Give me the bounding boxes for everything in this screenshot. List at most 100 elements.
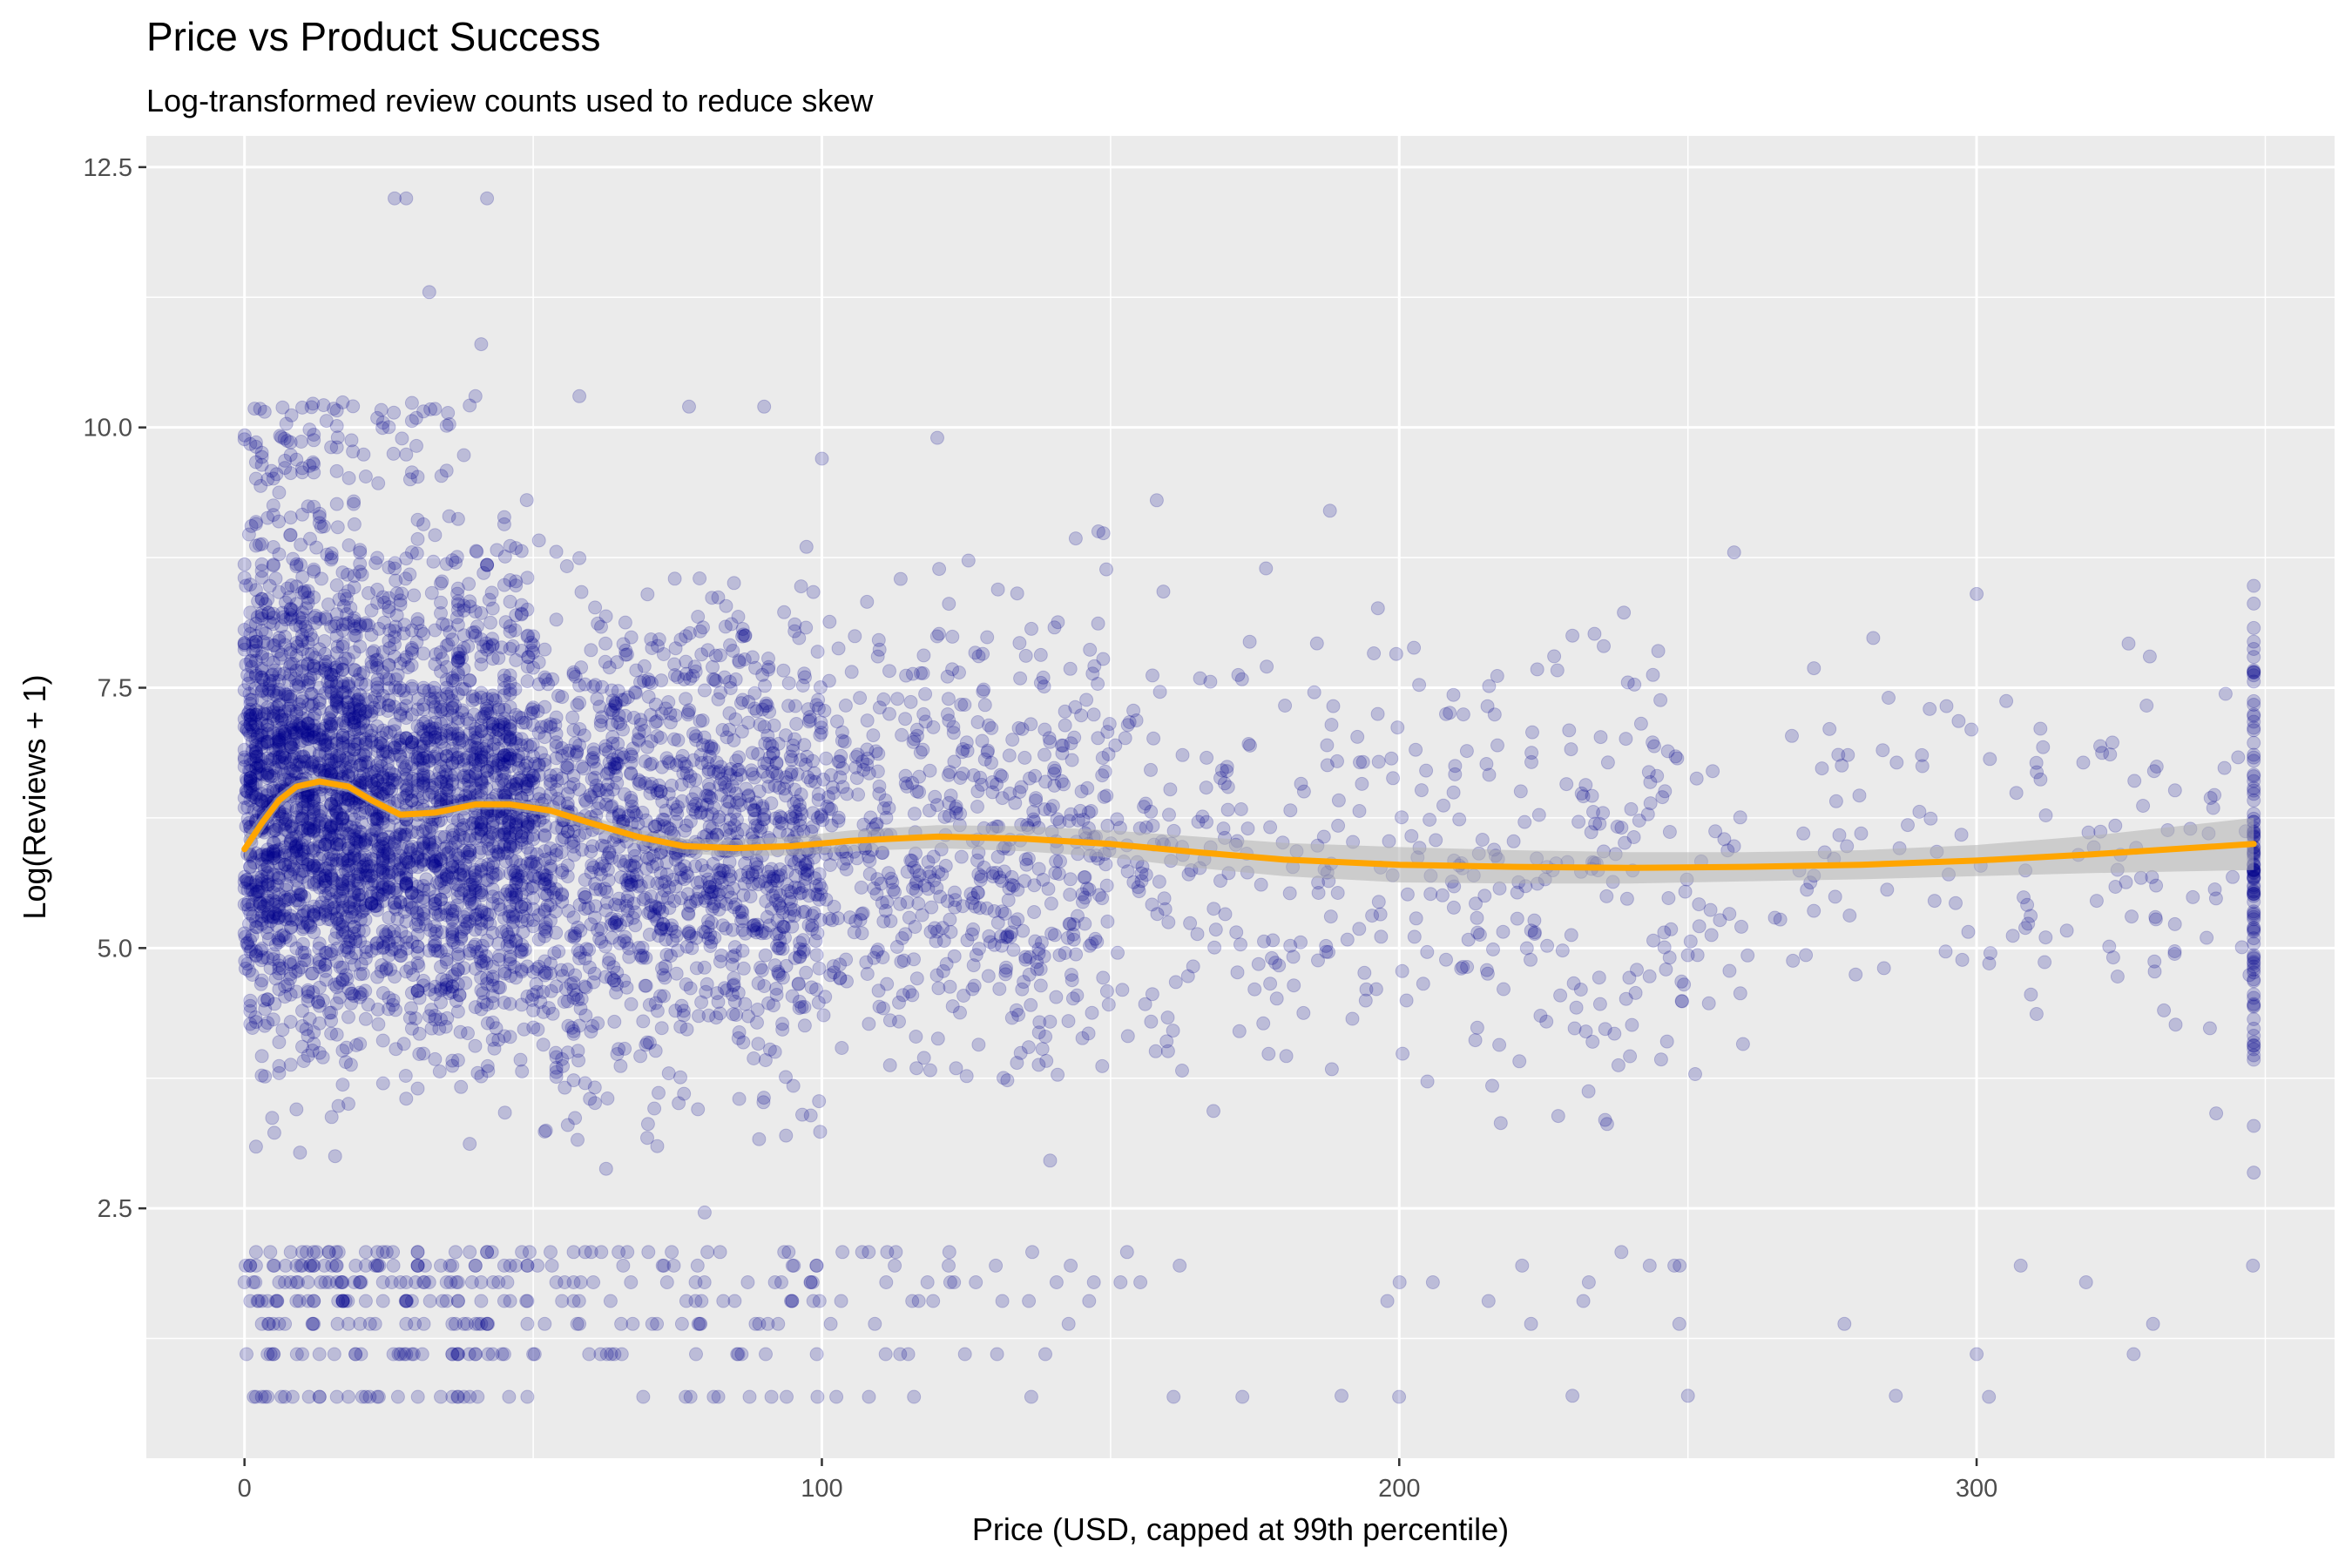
data-point: [283, 1058, 298, 1072]
data-point: [311, 995, 325, 1010]
data-point: [348, 861, 363, 875]
data-point: [497, 578, 511, 592]
data-point: [328, 660, 342, 675]
data-point: [288, 964, 303, 979]
data-point: [607, 1014, 622, 1029]
data-point: [324, 551, 339, 565]
data-point: [410, 860, 425, 875]
data-point: [289, 873, 304, 888]
data-point: [278, 595, 293, 610]
data-point: [329, 629, 344, 643]
data-point: [448, 1245, 463, 1260]
data-point: [248, 1275, 263, 1289]
data-point: [243, 774, 258, 788]
data-point: [693, 624, 707, 639]
data-point: [758, 948, 773, 963]
data-point: [497, 517, 511, 531]
data-point: [260, 950, 275, 965]
data-point: [283, 510, 298, 525]
data-point: [665, 918, 679, 933]
data-point: [312, 955, 327, 970]
data-point: [324, 869, 339, 884]
data-point: [301, 915, 314, 929]
data-point: [472, 845, 487, 860]
data-point: [434, 830, 448, 844]
data-point: [624, 1275, 639, 1289]
data-point: [324, 736, 339, 750]
data-point: [946, 726, 961, 740]
data-point: [347, 715, 362, 730]
data-point: [307, 711, 321, 726]
data-point: [1068, 531, 1083, 546]
data-point: [520, 674, 535, 688]
data-point: [243, 712, 258, 727]
data-point: [329, 679, 344, 693]
data-point: [306, 863, 321, 878]
data-point: [756, 1095, 771, 1110]
data-point: [331, 1245, 346, 1260]
data-point: [531, 533, 546, 548]
data-point: [272, 485, 287, 500]
data-point: [243, 944, 258, 959]
data-point: [260, 636, 275, 651]
data-point: [627, 842, 642, 857]
data-point: [270, 1294, 285, 1308]
data-point: [331, 1098, 346, 1113]
data-point: [393, 944, 408, 959]
data-point: [297, 754, 312, 769]
data-point: [549, 1275, 564, 1289]
data-point: [650, 783, 665, 798]
data-point: [323, 856, 338, 871]
data-point: [774, 901, 789, 916]
data-point: [397, 762, 412, 777]
data-point: [388, 724, 402, 739]
data-point: [312, 1389, 327, 1404]
data-point: [274, 619, 289, 634]
data-point: [711, 995, 726, 1010]
data-point: [513, 944, 528, 959]
data-point: [324, 705, 339, 720]
data-point: [247, 753, 261, 767]
data-point: [335, 1294, 350, 1308]
data-point: [307, 794, 321, 808]
data-point: [636, 1389, 651, 1404]
data-point: [741, 789, 756, 804]
data-point: [258, 1069, 273, 1084]
data-point: [329, 463, 344, 478]
data-point: [706, 896, 721, 911]
data-point: [497, 549, 512, 564]
data-point: [309, 1245, 324, 1260]
data-point: [450, 834, 465, 848]
data-point: [295, 642, 310, 657]
data-point: [297, 724, 312, 739]
data-point: [318, 957, 333, 972]
data-point: [330, 430, 345, 445]
data-point: [272, 667, 287, 682]
data-point: [295, 733, 309, 748]
data-point: [598, 609, 613, 624]
data-point: [312, 680, 327, 695]
data-point: [468, 810, 483, 825]
data-point: [237, 557, 252, 571]
data-point: [412, 1047, 427, 1061]
data-point: [293, 1146, 308, 1160]
data-point: [330, 520, 345, 535]
data-point: [272, 631, 287, 645]
data-point: [682, 926, 697, 941]
data-point: [275, 961, 290, 976]
data-point: [417, 1258, 432, 1273]
data-point: [474, 970, 489, 985]
data-point: [284, 820, 299, 835]
data-point: [503, 1258, 517, 1273]
data-point: [445, 911, 460, 926]
data-point: [353, 860, 368, 874]
data-point: [307, 724, 321, 739]
data-point: [246, 635, 260, 650]
data-point: [307, 816, 321, 831]
data-point: [453, 1024, 468, 1039]
data-point: [574, 585, 589, 599]
data-point: [295, 812, 309, 827]
data-point: [666, 933, 680, 948]
data-point: [693, 875, 708, 889]
data-point: [731, 762, 746, 777]
